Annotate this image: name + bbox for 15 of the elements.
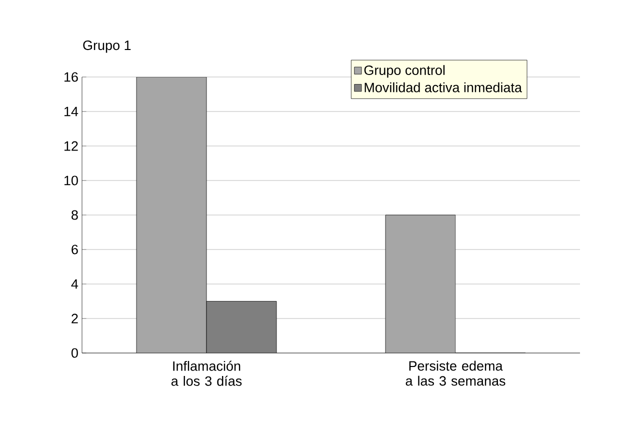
y-tick-label: 14 xyxy=(64,106,78,116)
y-tick-label: 8 xyxy=(72,210,78,220)
legend-label: Grupo control xyxy=(364,65,445,78)
y-tick-label: 6 xyxy=(72,244,78,254)
y-tick-label: 12 xyxy=(64,141,78,151)
legend-label: Movilidad activa inmediata xyxy=(364,82,522,92)
x-tick-label: Inflamación a los 3 días xyxy=(171,360,242,386)
y-tick-label: 2 xyxy=(72,314,78,324)
y-tick-label: 4 xyxy=(71,279,78,289)
y-tick-label: 0 xyxy=(71,348,78,358)
y-tick-label: 10 xyxy=(64,176,78,186)
y-axis-title: Grupo 1 xyxy=(83,40,131,53)
x-tick-label: Persiste edema a las 3 semanas xyxy=(406,360,506,386)
y-tick-label: 16 xyxy=(64,72,78,82)
bar xyxy=(206,301,277,353)
